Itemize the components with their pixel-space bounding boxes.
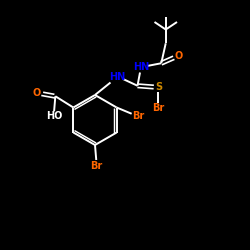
Text: O: O [33,88,41,98]
Text: Br: Br [152,103,164,113]
Text: O: O [174,51,182,61]
Text: HN: HN [133,62,150,72]
Text: HN: HN [110,72,126,82]
Text: S: S [155,82,162,92]
Text: HO: HO [46,111,63,121]
Text: Br: Br [90,161,102,171]
Text: Br: Br [132,111,144,121]
